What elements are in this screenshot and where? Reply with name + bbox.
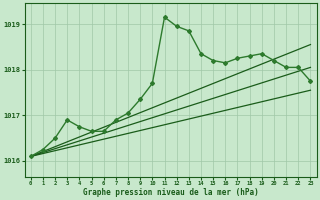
- X-axis label: Graphe pression niveau de la mer (hPa): Graphe pression niveau de la mer (hPa): [83, 188, 259, 197]
